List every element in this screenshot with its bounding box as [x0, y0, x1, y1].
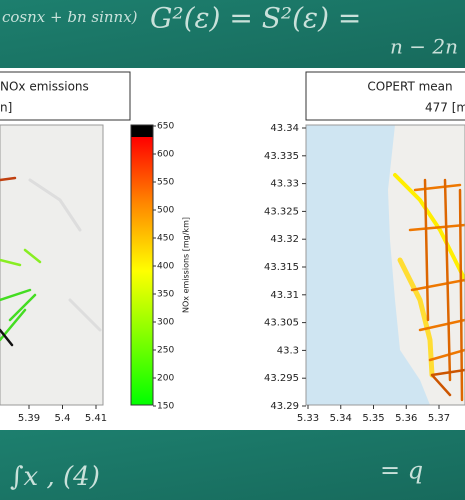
chalk-text: ∫x , (4) — [10, 462, 100, 492]
colorbar-tick-label: 450 — [157, 234, 174, 244]
colorbar-tick-label: 550 — [157, 178, 174, 188]
panel-title: NOx emissions — [0, 80, 89, 94]
x-tick-label: 5.41 — [85, 413, 107, 424]
colorbar-tick-label: 500 — [157, 206, 174, 216]
panel-title: 477 [m — [425, 101, 465, 115]
x-tick-label: 5.4 — [55, 413, 71, 424]
road — [28, 178, 102, 332]
chalk-text: = q — [380, 457, 423, 485]
x-tick-label: 5.33 — [297, 413, 319, 424]
y-tick-label: 43.315 — [264, 262, 299, 273]
chalkboard-top — [0, 0, 465, 70]
x-tick-label: 5.34 — [330, 413, 352, 424]
chalk-text: n − 2n — [390, 35, 458, 59]
y-tick-label: 43.3 — [277, 345, 299, 356]
title-box — [305, 71, 465, 121]
road — [408, 183, 465, 362]
colorbar-top — [131, 125, 153, 137]
road — [397, 257, 435, 378]
map-frame — [305, 124, 465, 406]
panel-title: COPERT mean — [367, 80, 452, 94]
y-tick-label: 43.31 — [270, 290, 299, 301]
colorbar-tick-label: 600 — [157, 150, 174, 160]
colorbar-tick-label: 350 — [157, 290, 174, 300]
x-tick-label: 5.35 — [362, 413, 384, 424]
panel-title: n] — [0, 101, 12, 115]
colorbar-tick-label: 150 — [157, 402, 174, 412]
road — [430, 368, 465, 397]
colorbar-tick-label: 300 — [157, 318, 174, 328]
y-tick-label: 43.305 — [264, 318, 299, 329]
y-tick-label: 43.33 — [270, 179, 299, 190]
y-tick-label: 43.29 — [270, 401, 299, 412]
colorbar-label: NOx emissions [mg/km] — [182, 217, 191, 313]
road — [0, 176, 17, 182]
colorbar-tick-label: 250 — [157, 346, 174, 356]
y-tick-label: 43.325 — [264, 206, 299, 217]
title-box — [0, 71, 131, 121]
roads — [393, 173, 465, 402]
y-tick-label: 43.34 — [270, 123, 299, 134]
chalk-text: G²(ε) = S²(ε) = — [150, 2, 361, 35]
road — [423, 178, 464, 402]
chalkboard-bottom — [0, 430, 465, 500]
roads — [0, 176, 102, 347]
colorbar-frame — [130, 124, 154, 406]
y-tick-label: 43.335 — [264, 151, 299, 162]
chalk-text: cosnx + bn sinnx) — [2, 8, 138, 26]
road — [0, 328, 14, 347]
y-tick-label: 43.32 — [270, 234, 299, 245]
colorbar-tick-label: 400 — [157, 262, 174, 272]
x-tick-label: 5.36 — [395, 413, 417, 424]
x-tick-label: 5.37 — [428, 413, 450, 424]
road — [393, 173, 465, 282]
x-tick-label: 5.39 — [18, 413, 40, 424]
colorbar — [131, 137, 153, 405]
road — [0, 248, 42, 267]
colorbar-tick-label: 200 — [157, 374, 174, 384]
colorbar-tick-label: 650 — [157, 122, 174, 132]
y-tick-label: 43.295 — [264, 373, 299, 384]
